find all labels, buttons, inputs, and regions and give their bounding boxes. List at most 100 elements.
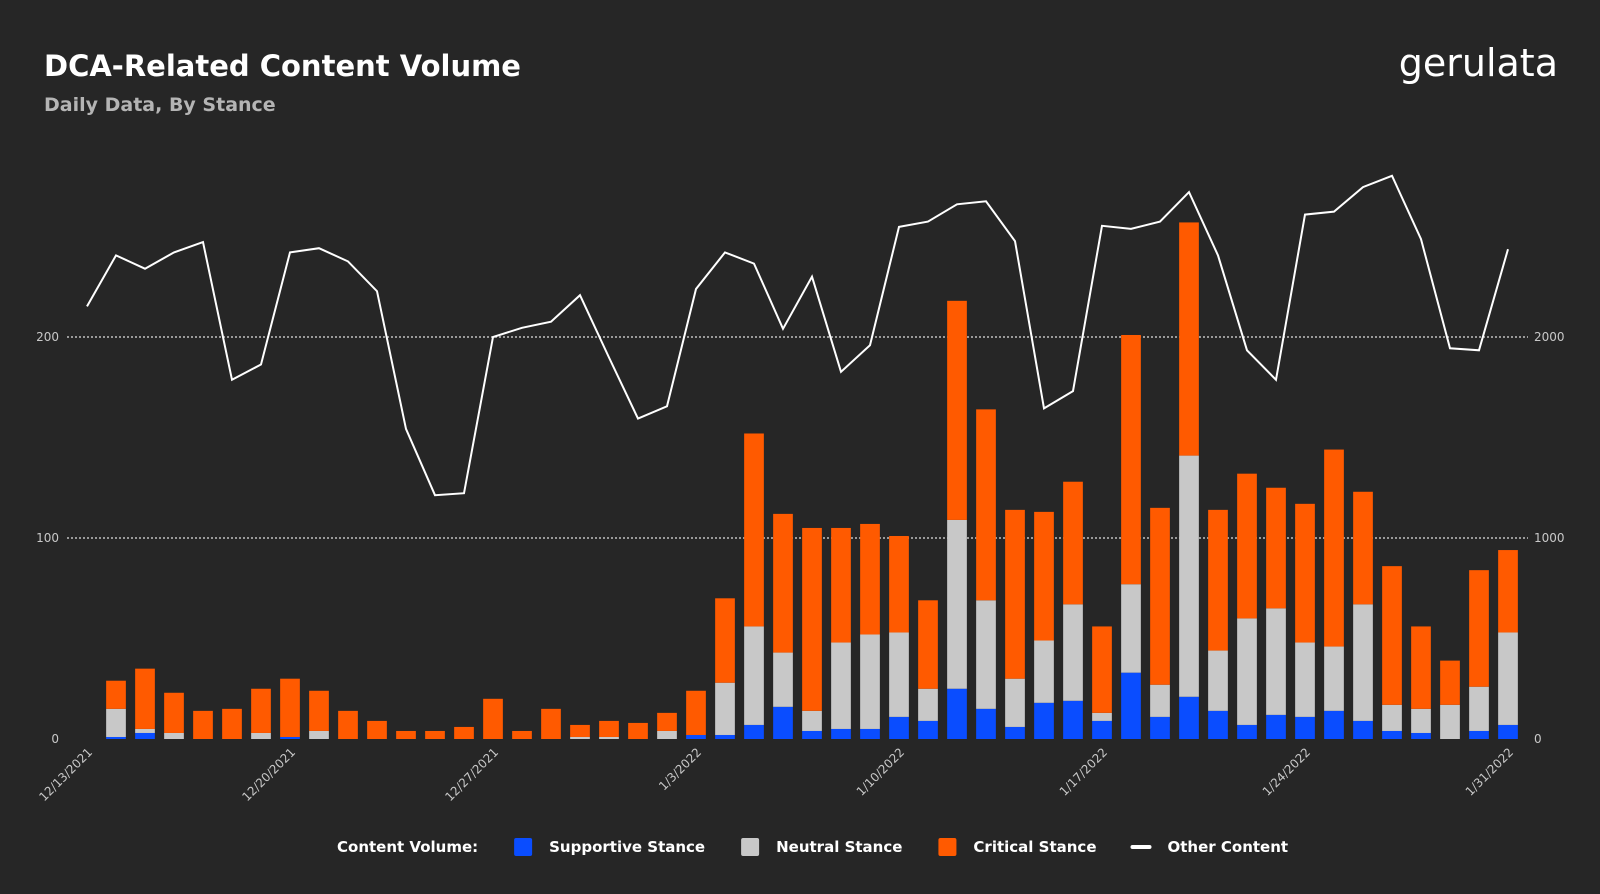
bar-segment <box>135 728 155 733</box>
bar-segment <box>744 724 764 739</box>
bar-segment <box>1063 700 1083 739</box>
bar-segment <box>1266 608 1286 715</box>
bar-segment <box>918 720 938 739</box>
bar-segment <box>918 688 938 721</box>
bar-segment <box>1150 507 1170 685</box>
bar-segment <box>1034 511 1054 641</box>
bar-segment <box>135 732 155 739</box>
bar-segment <box>1121 672 1141 739</box>
y2-tick-label: 1000 <box>1534 531 1565 545</box>
bar-segment <box>1498 632 1518 725</box>
bar-segment <box>1092 626 1112 713</box>
bar-segment <box>860 523 880 635</box>
bar-segment <box>657 712 677 731</box>
bar-segment <box>715 682 735 735</box>
legend-label: Supportive Stance <box>549 838 705 856</box>
bar-segment <box>338 710 358 739</box>
bar-segment <box>773 706 793 739</box>
bar-segment <box>1179 455 1199 697</box>
bar-segment <box>1469 570 1489 687</box>
bar-segment <box>251 688 271 733</box>
bar-segment <box>541 708 561 739</box>
bar-segment <box>599 720 619 737</box>
bar-segment <box>1063 481 1083 605</box>
bar-segment <box>802 730 822 739</box>
bar-segment <box>1498 724 1518 739</box>
bar-segment <box>1469 686 1489 731</box>
y2-tick-label: 0 <box>1534 732 1542 746</box>
bar-segment <box>1411 732 1431 739</box>
bar-segment <box>425 730 445 739</box>
bar-segment <box>802 710 822 731</box>
bar-segment <box>686 734 706 739</box>
chart-subtitle: Daily Data, By Stance <box>44 94 276 116</box>
bar-segment <box>686 690 706 735</box>
bar-segment <box>947 519 967 689</box>
bar-segment <box>860 728 880 739</box>
bar-segment <box>947 688 967 739</box>
bar-segment <box>715 598 735 683</box>
bar-segment <box>1469 730 1489 739</box>
bar-segment <box>976 409 996 601</box>
bar-segment <box>1237 618 1257 725</box>
y-tick-label: 200 <box>36 330 59 344</box>
bar-segment <box>512 730 532 739</box>
bar-segment <box>831 728 851 739</box>
bar-segment <box>483 698 503 739</box>
bar-segment <box>976 600 996 709</box>
bar-segment <box>280 678 300 737</box>
bar-segment <box>1295 716 1315 739</box>
bar-segment <box>889 535 909 633</box>
bar-segment <box>1063 604 1083 701</box>
bar-segment <box>1179 222 1199 456</box>
bar-segment <box>1208 710 1228 739</box>
bar-segment <box>1440 660 1460 705</box>
bar-segment <box>1208 509 1228 651</box>
bar-segment <box>106 736 126 739</box>
y-tick-label: 0 <box>51 732 59 746</box>
bar-segment <box>1382 566 1402 705</box>
bar-segment <box>222 708 242 739</box>
bar-segment <box>599 736 619 739</box>
bar-segment <box>1411 708 1431 733</box>
bar-segment <box>744 626 764 725</box>
bar-segment <box>1121 334 1141 585</box>
bar-segment <box>1353 720 1373 739</box>
bar-segment <box>367 720 387 739</box>
bar-segment <box>1179 696 1199 739</box>
bar-segment <box>1295 503 1315 643</box>
bar-segment <box>1150 716 1170 739</box>
bar-segment <box>135 668 155 729</box>
legend-swatch <box>938 838 957 856</box>
bar-segment <box>628 722 648 739</box>
bar-segment <box>1237 473 1257 619</box>
bar-segment <box>1208 650 1228 711</box>
line-series <box>86 174 1509 497</box>
bar-segment <box>657 730 677 739</box>
bar-segment <box>1092 720 1112 739</box>
bar-segment <box>1034 702 1054 739</box>
bar-segment <box>280 736 300 739</box>
bar-segment <box>164 692 184 733</box>
bar-segment <box>1440 704 1460 739</box>
bar-segment <box>454 726 474 739</box>
y2-tick-label: 2000 <box>1534 330 1565 344</box>
bar-segment <box>831 642 851 729</box>
bar-segment <box>1324 710 1344 739</box>
bar-segment <box>106 708 126 737</box>
bar-segment <box>744 433 764 627</box>
bar-segment <box>1005 509 1025 679</box>
bar-segment <box>164 732 184 739</box>
legend-swatch <box>741 838 760 856</box>
bar-segment <box>1353 491 1373 605</box>
bar-segment <box>1266 714 1286 739</box>
bar-segment <box>1411 626 1431 709</box>
bar-segment <box>1382 704 1402 731</box>
bar-segment <box>570 724 590 737</box>
bar-segment <box>1382 730 1402 739</box>
bar-segment <box>1150 684 1170 717</box>
bar-segment <box>1092 712 1112 721</box>
bar-segment <box>802 527 822 711</box>
bar-segment <box>1324 646 1344 711</box>
